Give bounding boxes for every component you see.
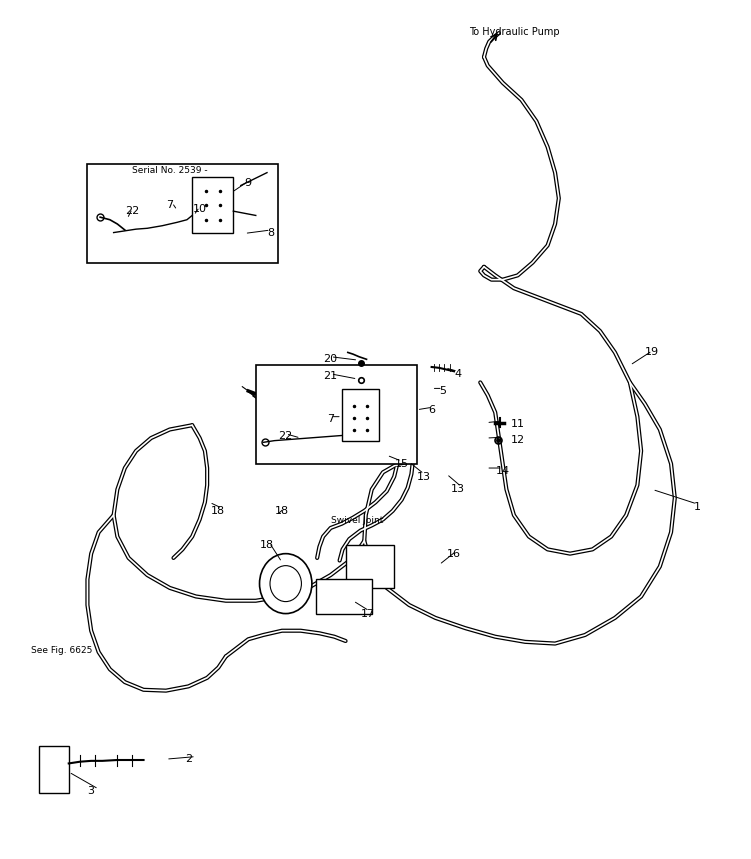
- Text: 13: 13: [451, 484, 465, 495]
- Text: 16: 16: [447, 549, 461, 558]
- Bar: [345, 545, 394, 588]
- Bar: [342, 389, 379, 441]
- Text: Swivel Joint: Swivel Joint: [330, 515, 383, 525]
- Text: 7: 7: [327, 414, 334, 424]
- Bar: [192, 177, 234, 233]
- Text: 9: 9: [245, 178, 252, 188]
- Text: 21: 21: [324, 371, 338, 381]
- Text: 5: 5: [439, 386, 446, 396]
- Text: 15: 15: [395, 459, 409, 469]
- Text: To Hydraulic Pump: To Hydraulic Pump: [469, 27, 559, 37]
- Text: 6: 6: [428, 405, 435, 415]
- Text: 7: 7: [166, 200, 173, 210]
- Text: 17: 17: [361, 608, 375, 618]
- Text: 1: 1: [694, 502, 701, 512]
- Text: 19: 19: [645, 347, 659, 357]
- Circle shape: [260, 554, 312, 613]
- Text: 20: 20: [324, 354, 338, 364]
- Bar: [39, 746, 69, 794]
- Text: 12: 12: [511, 435, 525, 445]
- Text: 22: 22: [125, 206, 140, 216]
- Text: Serial No. 2539 -: Serial No. 2539 -: [132, 166, 208, 174]
- Text: 8: 8: [267, 228, 274, 238]
- Text: 22: 22: [279, 431, 293, 442]
- FancyBboxPatch shape: [87, 164, 278, 263]
- Text: 11: 11: [511, 418, 525, 429]
- Text: 18: 18: [275, 506, 289, 516]
- Text: 10: 10: [193, 204, 207, 214]
- Text: 14: 14: [496, 466, 510, 476]
- Circle shape: [270, 565, 301, 601]
- Text: 18: 18: [260, 540, 274, 550]
- Text: 13: 13: [417, 472, 431, 482]
- Text: 3: 3: [88, 786, 95, 795]
- Bar: [315, 579, 372, 613]
- Text: 4: 4: [454, 369, 461, 379]
- Text: See Fig. 6625: See Fig. 6625: [32, 646, 92, 655]
- Text: 2: 2: [185, 754, 192, 765]
- FancyBboxPatch shape: [256, 365, 417, 464]
- Text: 18: 18: [211, 506, 225, 516]
